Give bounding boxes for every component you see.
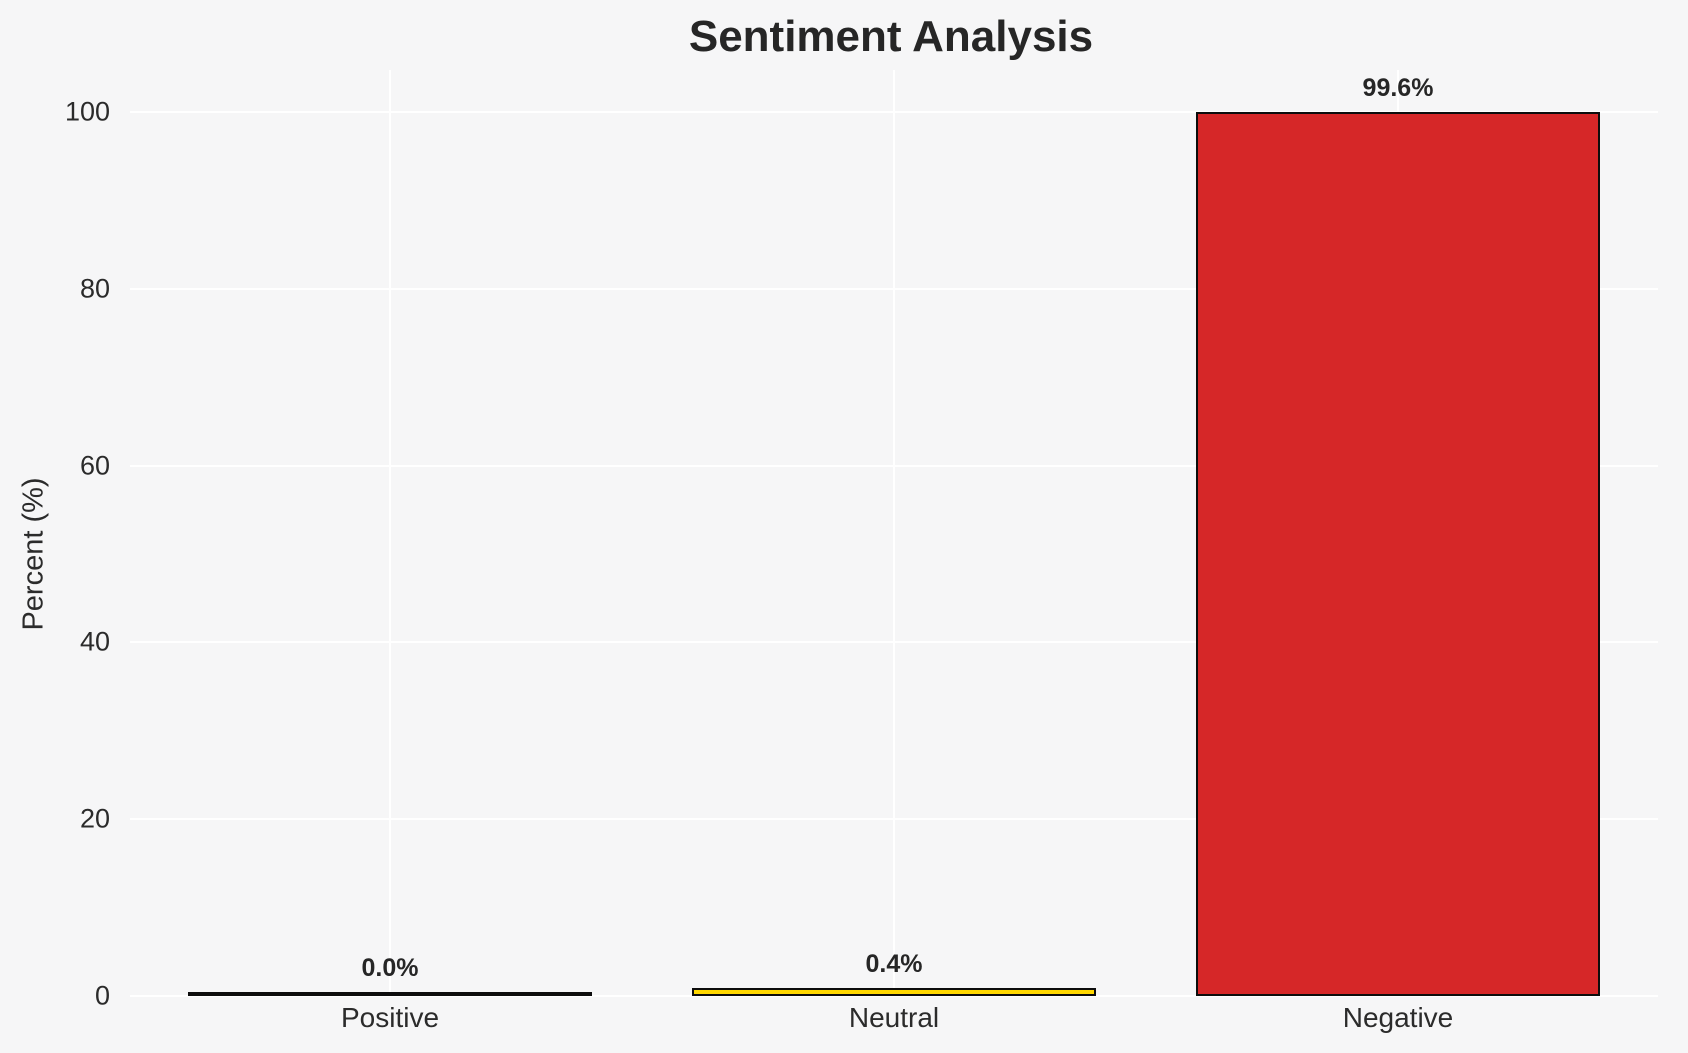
- horizontal-gridline: [130, 818, 1658, 821]
- y-tick-label: 60: [79, 450, 110, 481]
- vertical-gridline: [389, 70, 391, 996]
- x-tick-label-neutral: Neutral: [848, 1002, 940, 1033]
- chart-title: Sentiment Analysis: [688, 12, 1094, 61]
- y-tick-label: 40: [79, 626, 110, 657]
- bar-positive: [188, 992, 592, 996]
- horizontal-gridline: [130, 995, 1658, 997]
- horizontal-gridline: [130, 641, 1658, 644]
- horizontal-gridline: [130, 464, 1658, 467]
- y-tick-label: 80: [79, 273, 110, 304]
- horizontal-gridline: [130, 111, 1658, 113]
- vertical-gridline: [893, 70, 895, 996]
- y-tick-label: 0: [94, 980, 110, 1011]
- bar-neutral: [692, 988, 1096, 996]
- value-label-positive: 0.0%: [361, 954, 419, 982]
- y-tick-label: 100: [64, 96, 110, 127]
- x-tick-label-negative: Negative: [1342, 1002, 1454, 1033]
- y-tick-label: 20: [79, 803, 110, 834]
- value-label-neutral: 0.4%: [865, 950, 923, 978]
- horizontal-gridline: [130, 287, 1658, 290]
- value-label-negative: 99.6%: [1362, 74, 1434, 102]
- x-tick-label-positive: Positive: [340, 1002, 440, 1033]
- bar-negative: [1196, 112, 1600, 996]
- y-axis-label: Percent (%): [17, 477, 50, 631]
